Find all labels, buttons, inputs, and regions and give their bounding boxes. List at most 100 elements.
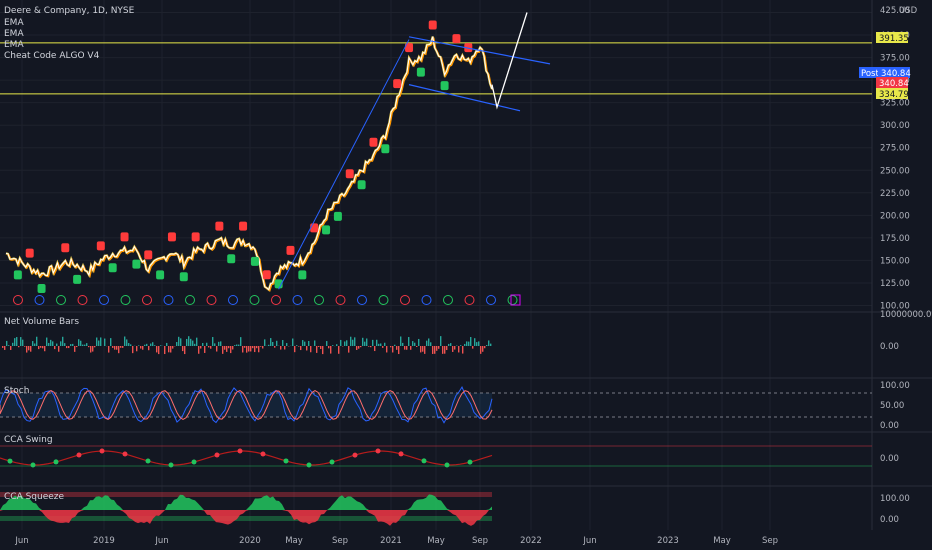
buy-marker[interactable]: [179, 272, 188, 282]
buy-marker[interactable]: [250, 256, 259, 266]
volume-bar: [384, 342, 386, 346]
sell-marker[interactable]: [286, 245, 295, 255]
earnings-marker[interactable]: [314, 295, 324, 305]
sell-marker[interactable]: [310, 223, 319, 233]
channel-lower-trendline[interactable]: [408, 84, 521, 112]
sell-marker[interactable]: [464, 43, 473, 53]
indicator-ema-3[interactable]: EMA: [4, 40, 24, 50]
buy-marker[interactable]: [156, 270, 165, 280]
sell-marker[interactable]: [61, 243, 70, 253]
price-line[interactable]: [5, 36, 493, 291]
earnings-marker[interactable]: [464, 295, 475, 305]
buy-marker[interactable]: [322, 225, 331, 235]
earnings-marker[interactable]: [13, 295, 23, 305]
earnings-marker[interactable]: [292, 295, 303, 305]
sell-marker[interactable]: [167, 232, 176, 242]
earnings-marker[interactable]: [271, 295, 281, 305]
squeeze-negative-area[interactable]: [0, 510, 492, 526]
earnings-marker[interactable]: [34, 295, 45, 305]
sell-marker[interactable]: [452, 34, 461, 44]
swing-dot: [444, 462, 450, 468]
rally-trendline[interactable]: [278, 39, 410, 290]
sell-marker[interactable]: [96, 241, 105, 251]
buy-marker[interactable]: [37, 283, 46, 293]
buy-marker[interactable]: [132, 259, 141, 269]
earnings-marker[interactable]: [486, 295, 496, 305]
buy-marker[interactable]: [357, 180, 366, 190]
sell-marker[interactable]: [25, 248, 34, 258]
earnings-marker[interactable]: [99, 295, 109, 305]
buy-marker[interactable]: [416, 67, 425, 77]
buy-marker[interactable]: [13, 270, 22, 280]
volume-bar: [112, 346, 114, 348]
price-pane[interactable]: [0, 12, 872, 306]
volume-bar: [346, 340, 348, 346]
buy-marker[interactable]: [73, 274, 82, 284]
volume-bar: [62, 336, 64, 346]
buy-marker[interactable]: [333, 211, 342, 221]
earnings-marker[interactable]: [77, 295, 88, 305]
indicator-cheat-code[interactable]: Cheat Code ALGO V4: [4, 51, 100, 61]
sell-marker[interactable]: [215, 221, 224, 231]
sell-marker[interactable]: [120, 232, 129, 242]
price-tick: 100.00: [880, 301, 910, 311]
upcoming-earnings-marker[interactable]: [510, 294, 521, 306]
volume-bar: [154, 345, 156, 346]
sell-marker[interactable]: [345, 169, 354, 179]
stoch-d-line[interactable]: [0, 390, 493, 420]
earnings-marker[interactable]: [400, 295, 410, 305]
sell-marker[interactable]: [405, 43, 414, 53]
sell-marker[interactable]: [262, 270, 271, 280]
earnings-marker[interactable]: [443, 295, 453, 305]
sell-marker[interactable]: [144, 250, 153, 260]
projection-path[interactable]: [491, 12, 528, 110]
volume-bar: [408, 337, 410, 346]
indicator-ema-1[interactable]: EMA: [4, 18, 24, 28]
earnings-marker[interactable]: [357, 295, 367, 305]
volume-bar: [56, 343, 58, 346]
swing-pane[interactable]: 0.00: [0, 445, 899, 468]
buy-marker[interactable]: [381, 144, 390, 154]
volume-bar: [262, 346, 264, 349]
earnings-marker[interactable]: [249, 295, 260, 305]
swing-dot: [260, 451, 266, 457]
swing-tick: 0.00: [880, 454, 899, 464]
sell-marker[interactable]: [369, 137, 378, 147]
squeeze-pane[interactable]: 100.00 0.00: [0, 492, 910, 526]
earnings-marker[interactable]: [120, 295, 131, 305]
volume-bar: [120, 346, 122, 348]
buy-marker[interactable]: [108, 263, 117, 273]
earnings-marker[interactable]: [206, 295, 217, 305]
earnings-marker[interactable]: [421, 295, 432, 305]
earnings-marker[interactable]: [185, 295, 195, 305]
channel-upper-trendline[interactable]: [408, 36, 551, 65]
volume-bar: [110, 338, 112, 346]
buy-marker[interactable]: [440, 81, 449, 91]
pane-title-squeeze: CCA Squeeze: [4, 492, 65, 502]
volume-bar: [274, 346, 276, 348]
earnings-marker[interactable]: [335, 295, 346, 305]
volume-bar: [160, 345, 162, 346]
sell-marker[interactable]: [393, 79, 402, 89]
volume-bar: [454, 346, 456, 350]
time-axis[interactable]: Jun 2019 Jun 2020 May Sep 2021 May Sep 2022 Jun 202…: [14, 536, 778, 546]
buy-marker[interactable]: [227, 254, 236, 264]
indicator-ema-2[interactable]: EMA: [4, 29, 24, 39]
volume-bar: [4, 346, 6, 350]
volume-bar: [186, 338, 188, 346]
earnings-marker[interactable]: [142, 295, 152, 305]
sell-marker[interactable]: [239, 221, 248, 231]
swing-line[interactable]: [0, 450, 493, 466]
earnings-marker[interactable]: [56, 295, 66, 305]
earnings-marker[interactable]: [163, 295, 174, 305]
stoch-pane[interactable]: 100.00 50.00 0.00: [0, 381, 910, 431]
volume-pane[interactable]: 10000000.00 0.00: [2, 310, 932, 355]
earnings-marker[interactable]: [378, 295, 389, 305]
buy-marker[interactable]: [298, 270, 307, 280]
squeeze-positive-area[interactable]: [0, 494, 492, 510]
volume-bar: [300, 346, 302, 351]
earnings-marker[interactable]: [228, 295, 238, 305]
sell-marker[interactable]: [191, 232, 200, 242]
sell-marker[interactable]: [428, 20, 437, 30]
